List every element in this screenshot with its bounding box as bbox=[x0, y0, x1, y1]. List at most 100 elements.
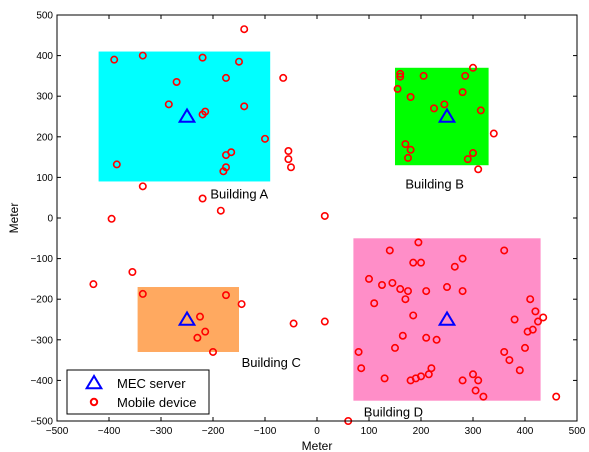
mec-server-points bbox=[177, 107, 457, 326]
mobile-device-point bbox=[416, 258, 425, 267]
mobile-device-point bbox=[172, 77, 181, 86]
building-c-region bbox=[137, 287, 239, 352]
x-tick-label: 300 bbox=[465, 426, 482, 437]
mobile-device-point bbox=[515, 366, 524, 375]
mobile-device-point bbox=[422, 333, 431, 342]
mobile-device-point bbox=[138, 289, 147, 298]
mobile-device-point bbox=[289, 319, 298, 328]
mec-server-point bbox=[437, 107, 457, 123]
y-axis-label: Meter bbox=[7, 203, 21, 234]
mobile-device-point bbox=[520, 343, 529, 352]
mobile-device-point bbox=[471, 386, 480, 395]
mobile-device-point bbox=[222, 291, 231, 300]
mobile-device-point bbox=[320, 317, 329, 326]
mobile-device-point bbox=[468, 370, 477, 379]
mobile-device-point bbox=[138, 182, 147, 191]
mobile-device-point bbox=[227, 148, 236, 157]
mobile-device-point bbox=[219, 167, 228, 176]
mobile-device-point bbox=[409, 258, 418, 267]
mobile-device-point bbox=[284, 147, 293, 156]
mobile-device-point bbox=[422, 287, 431, 296]
mobile-device-point bbox=[458, 254, 467, 263]
mobile-device-point bbox=[216, 206, 225, 215]
x-tick-label: −200 bbox=[202, 426, 225, 437]
mobile-device-point bbox=[398, 331, 407, 340]
x-tick-label: 200 bbox=[413, 426, 430, 437]
legend-mobile-device-label: Mobile device bbox=[117, 395, 197, 410]
mobile-device-point bbox=[468, 63, 477, 72]
legend-mec-server-marker bbox=[84, 374, 104, 390]
mobile-device-point bbox=[128, 267, 137, 276]
y-tick-label: −400 bbox=[30, 376, 53, 387]
mobile-device-point bbox=[533, 317, 542, 326]
y-tick-label: −500 bbox=[30, 417, 53, 428]
mobile-device-point bbox=[442, 283, 451, 292]
x-tick-label: −400 bbox=[98, 426, 121, 437]
x-tick-label: 0 bbox=[314, 426, 320, 437]
mobile-device-point bbox=[474, 376, 483, 385]
mobile-device-point bbox=[419, 71, 428, 80]
mobile-device-point bbox=[403, 153, 412, 162]
mobile-device-point bbox=[396, 285, 405, 294]
mobile-device-point bbox=[468, 149, 477, 158]
mec-server-point bbox=[177, 310, 197, 326]
mobile-device-point bbox=[396, 72, 405, 81]
mobile-device-point bbox=[260, 134, 269, 143]
mobile-device-point bbox=[500, 246, 509, 255]
mobile-device-point bbox=[463, 155, 472, 164]
legend-mec-server-label: MEC server bbox=[117, 376, 186, 391]
mobile-device-points bbox=[89, 25, 561, 425]
mobile-device-point bbox=[429, 104, 438, 113]
y-tick-label: 0 bbox=[47, 214, 53, 225]
mobile-device-point bbox=[201, 327, 210, 336]
mobile-device-point bbox=[284, 155, 293, 164]
mobile-device-point bbox=[201, 107, 210, 116]
mobile-device-point bbox=[112, 160, 121, 169]
x-tick-label: 500 bbox=[569, 426, 586, 437]
x-tick-label: −500 bbox=[46, 426, 69, 437]
mobile-device-point bbox=[552, 392, 561, 401]
mec-server-point bbox=[437, 310, 457, 326]
mobile-device-point bbox=[198, 53, 207, 62]
building-b-label: Building B bbox=[405, 176, 464, 191]
mobile-device-point bbox=[393, 84, 402, 93]
building-a-region bbox=[98, 51, 271, 182]
mobile-device-point bbox=[401, 295, 410, 304]
mobile-device-point bbox=[235, 57, 244, 66]
mobile-device-point bbox=[403, 287, 412, 296]
mobile-device-point bbox=[440, 100, 449, 109]
building-a-label: Building A bbox=[210, 187, 268, 202]
legend-box bbox=[66, 369, 210, 415]
legend-mobile-device-marker bbox=[89, 397, 99, 407]
mobile-device-point bbox=[196, 312, 205, 321]
mobile-device-point bbox=[388, 278, 397, 287]
mobile-device-point bbox=[500, 347, 509, 356]
mobile-device-point bbox=[416, 372, 425, 381]
mobile-device-point bbox=[450, 262, 459, 271]
mobile-device-point bbox=[240, 102, 249, 111]
mec-server-point bbox=[177, 107, 197, 123]
mobile-device-point bbox=[390, 343, 399, 352]
y-tick-label: −100 bbox=[30, 254, 53, 265]
mobile-device-point bbox=[240, 25, 249, 34]
mobile-device-point bbox=[458, 376, 467, 385]
mobile-device-point bbox=[138, 51, 147, 60]
mobile-device-point bbox=[110, 55, 119, 64]
mobile-device-point bbox=[424, 370, 433, 379]
mobile-device-point bbox=[409, 311, 418, 320]
mobile-device-point bbox=[474, 165, 483, 174]
mobile-device-point bbox=[380, 374, 389, 383]
mobile-device-point bbox=[401, 140, 410, 149]
mobile-device-point bbox=[505, 356, 514, 365]
mobile-device-point bbox=[396, 69, 405, 78]
y-tick-label: 100 bbox=[36, 173, 53, 184]
mobile-device-point bbox=[539, 313, 548, 322]
mobile-device-point bbox=[458, 287, 467, 296]
mobile-device-point bbox=[510, 315, 519, 324]
mobile-device-point bbox=[198, 194, 207, 203]
mobile-device-point bbox=[364, 274, 373, 283]
mobile-device-point bbox=[354, 347, 363, 356]
mobile-device-point bbox=[461, 71, 470, 80]
